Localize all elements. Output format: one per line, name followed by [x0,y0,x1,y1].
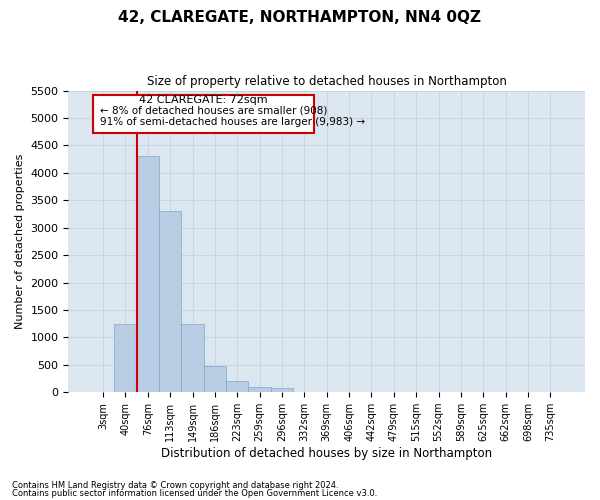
Y-axis label: Number of detached properties: Number of detached properties [15,154,25,329]
Bar [248,386,271,392]
Text: Contains public sector information licensed under the Open Government Licence v3: Contains public sector information licen… [12,489,377,498]
Bar [226,382,248,392]
Text: 91% of semi-detached houses are larger (9,983) →: 91% of semi-detached houses are larger (… [100,118,365,128]
Bar [181,324,204,392]
Bar [93,95,314,134]
Text: 42, CLAREGATE, NORTHAMPTON, NN4 0QZ: 42, CLAREGATE, NORTHAMPTON, NN4 0QZ [119,10,482,25]
X-axis label: Distribution of detached houses by size in Northampton: Distribution of detached houses by size … [161,447,492,460]
Text: ← 8% of detached houses are smaller (908): ← 8% of detached houses are smaller (908… [100,106,327,116]
Text: 42 CLAREGATE: 72sqm: 42 CLAREGATE: 72sqm [139,95,268,105]
Text: Contains HM Land Registry data © Crown copyright and database right 2024.: Contains HM Land Registry data © Crown c… [12,480,338,490]
Bar [271,388,293,392]
Title: Size of property relative to detached houses in Northampton: Size of property relative to detached ho… [147,75,506,88]
Bar [204,366,226,392]
Bar [159,211,181,392]
Bar [137,156,159,392]
Bar [114,324,137,392]
